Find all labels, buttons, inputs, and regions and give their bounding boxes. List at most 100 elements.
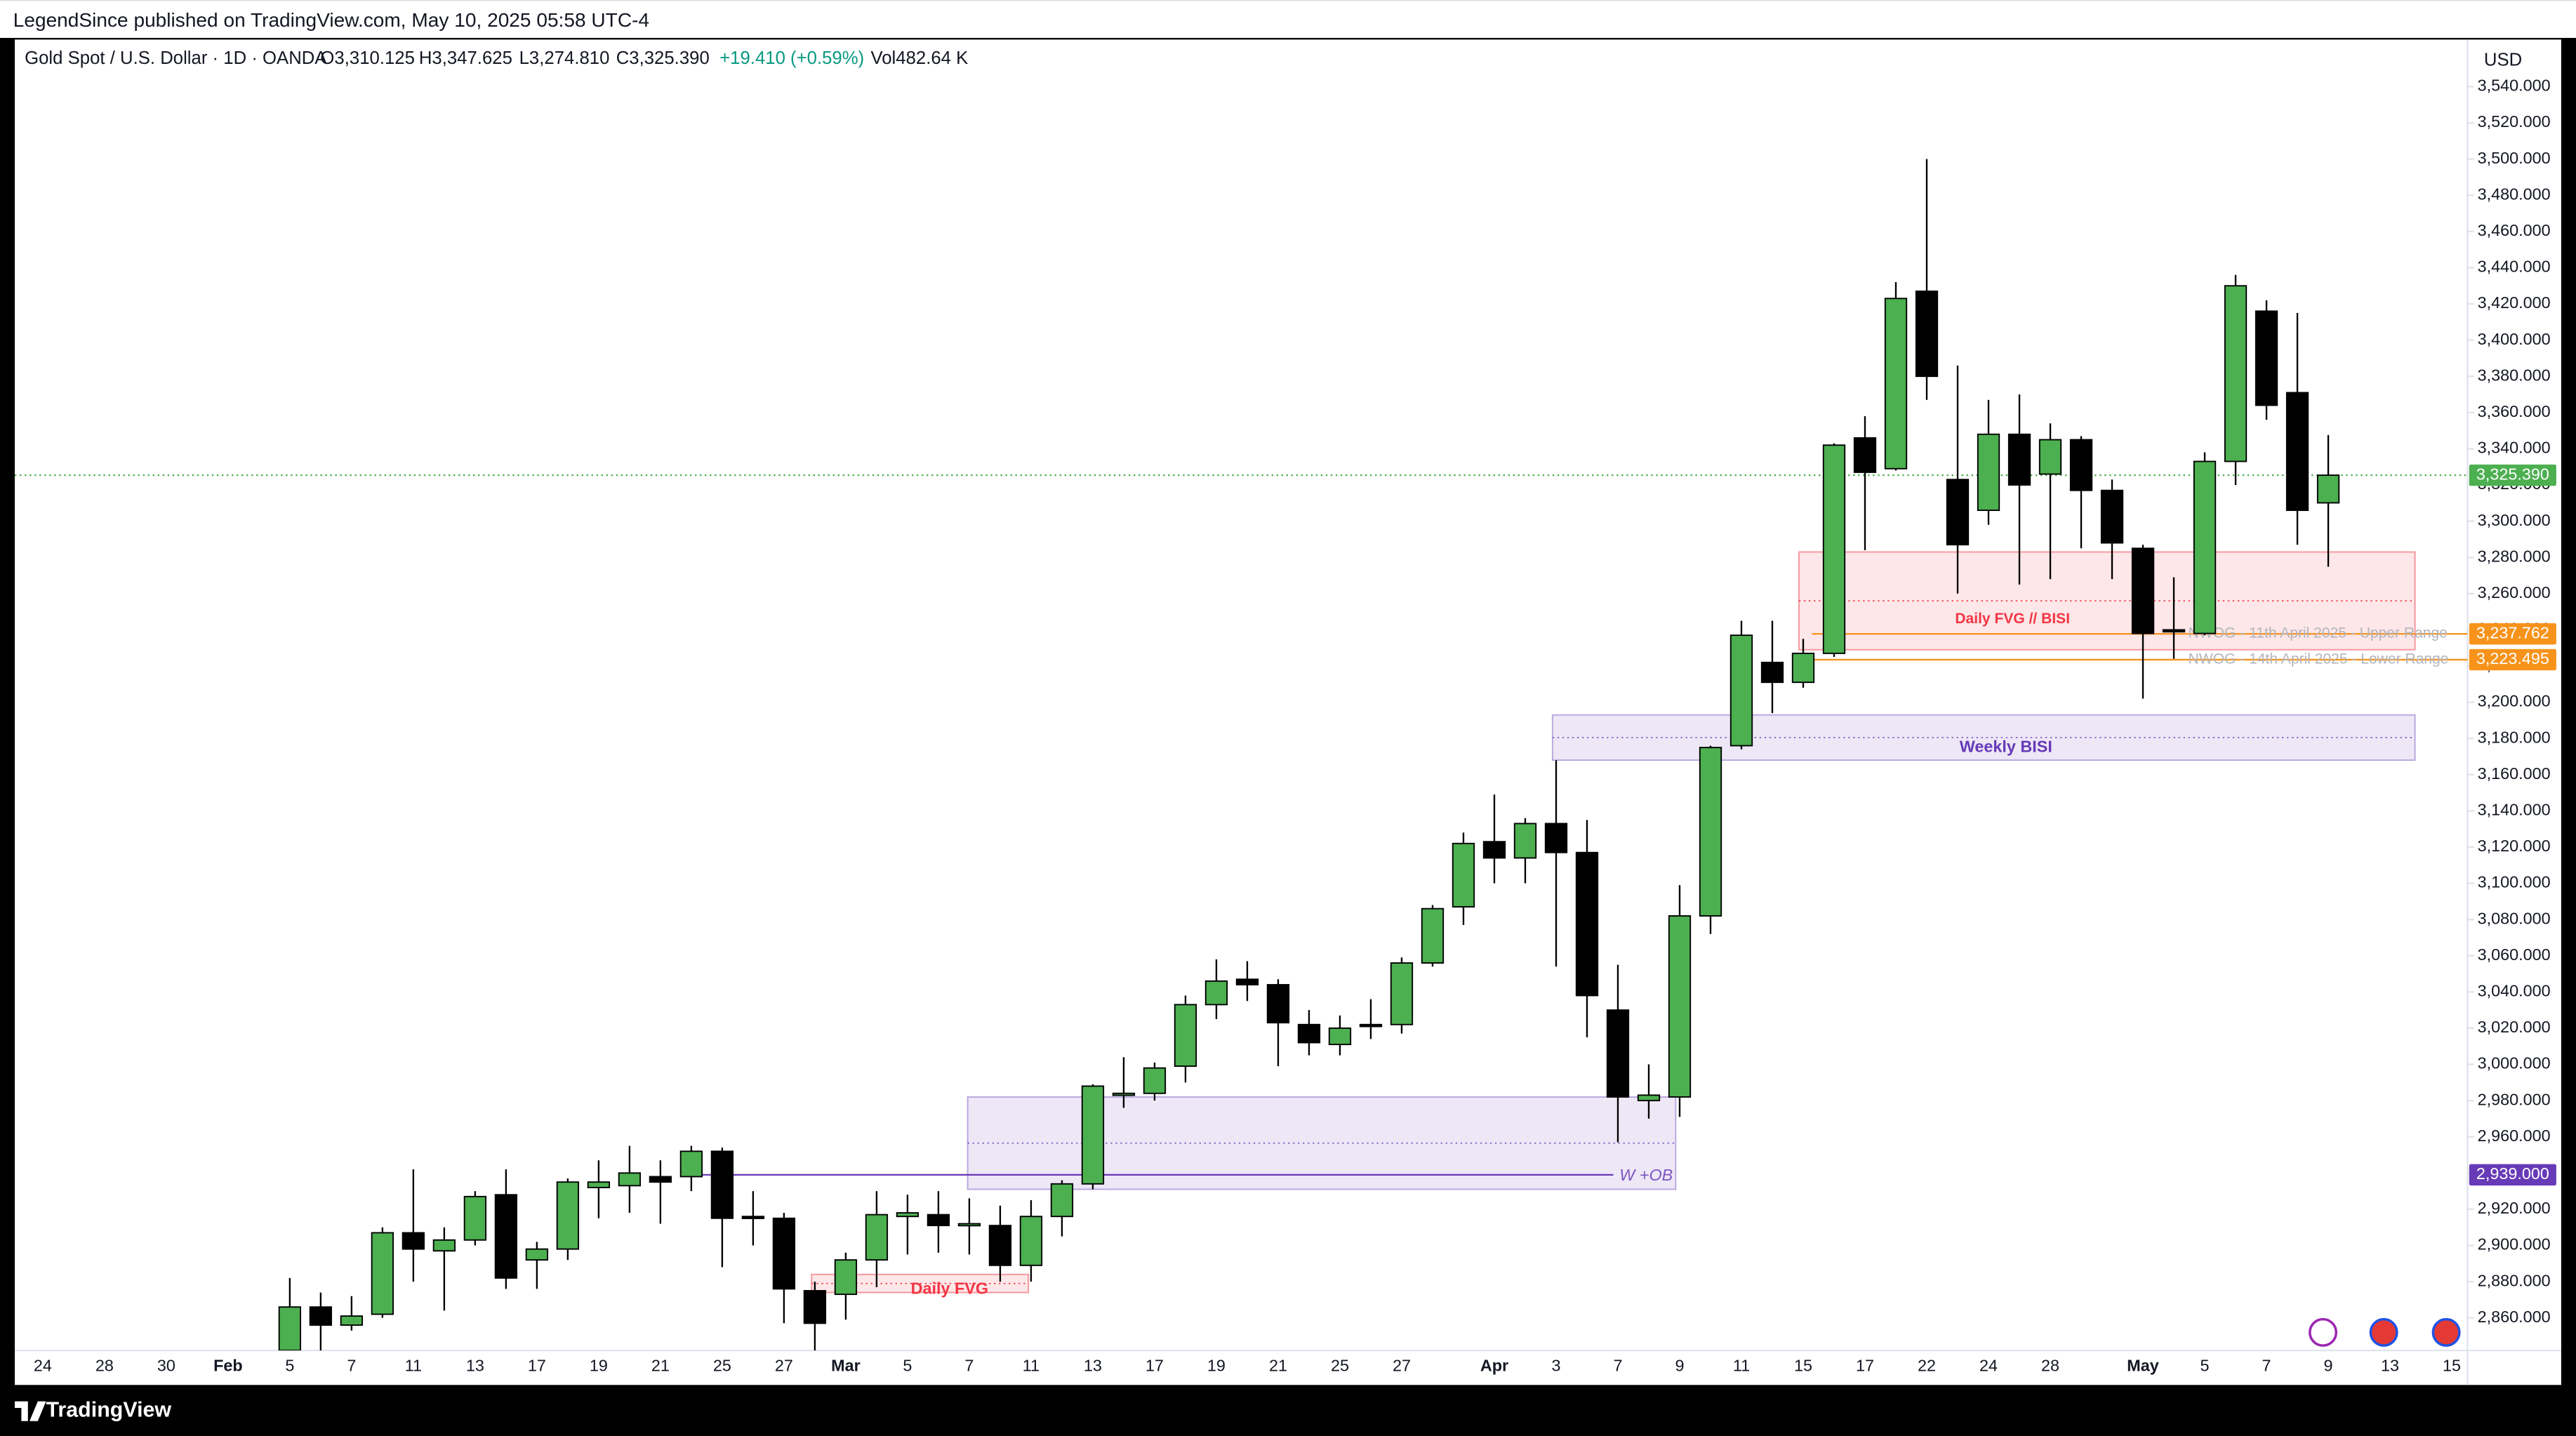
x-tick-label: 7 (347, 1357, 356, 1375)
brand-logo (15, 1401, 46, 1421)
x-tick-label: May (2127, 1357, 2159, 1375)
x-tick-label: 15 (2443, 1357, 2461, 1375)
y-tick-label: 3,520.000 (2478, 112, 2551, 131)
x-tick-label: 24 (1979, 1357, 1998, 1375)
toolbar-icons (2309, 1317, 2461, 1347)
candle-body (1791, 652, 1815, 684)
publisher: LegendSince published on TradingView.com… (13, 9, 649, 31)
y-tick-label: 3,140.000 (2478, 801, 2551, 819)
zone-label: Daily FVG (911, 1279, 988, 1298)
candle-body (2007, 433, 2031, 486)
x-tick-label: 28 (95, 1357, 114, 1375)
candle-body (1606, 1009, 1630, 1098)
candle-body (587, 1181, 611, 1188)
candle-body (1143, 1067, 1167, 1094)
x-tick-label: 17 (1146, 1357, 1164, 1375)
x-tick-label: 24 (34, 1357, 52, 1375)
candle-body (309, 1306, 333, 1326)
y-tick-label: 3,300.000 (2478, 511, 2551, 529)
x-tick-label: 13 (466, 1357, 484, 1375)
candle-body (1544, 823, 1568, 853)
candle-body (463, 1195, 487, 1241)
currency: USD (2484, 51, 2522, 70)
x-tick-label: 9 (2324, 1357, 2333, 1375)
candle-body (2131, 547, 2155, 634)
candle-body (2224, 285, 2248, 463)
legend-value: +19.410 (+0.59%) (719, 48, 864, 68)
candle-body (1266, 984, 1290, 1024)
x-tick-label: 11 (1733, 1357, 1750, 1375)
x-tick-label: 5 (285, 1357, 294, 1375)
candle-body (2193, 460, 2217, 634)
x-tick-label: Feb (213, 1357, 243, 1375)
chart-area (15, 39, 2561, 1385)
x-tick-label: 19 (1207, 1357, 1226, 1375)
x-tick-label: 5 (903, 1357, 912, 1375)
candle-body (1328, 1027, 1352, 1046)
y-tick-label: 3,340.000 (2478, 439, 2551, 457)
candle-body (1729, 634, 1753, 747)
symbol: Gold Spot / U.S. Dollar · 1D · OANDA (25, 48, 327, 68)
y-tick-label: 3,160.000 (2478, 764, 2551, 783)
y-tick-label: 3,380.000 (2478, 366, 2551, 384)
price-label-box (2469, 1164, 2556, 1186)
icon[interactable] (2369, 1317, 2398, 1347)
candle-body (494, 1194, 518, 1279)
candle-body (865, 1214, 889, 1261)
y-tick-label: 3,020.000 (2478, 1018, 2551, 1036)
x-tick-label: 5 (2200, 1357, 2210, 1375)
zone-label: Weekly BISI (1960, 737, 2052, 755)
candle-body (401, 1232, 425, 1250)
icon[interactable] (2431, 1317, 2461, 1347)
candle-body (432, 1239, 456, 1252)
candle-body (1297, 1023, 1321, 1044)
price-line-name: NWOG - 14th April 2025 - Lower Range (2189, 651, 2449, 667)
candle-body (988, 1225, 1012, 1266)
price-label-box (2469, 649, 2556, 671)
candle-body (1235, 978, 1259, 985)
y-tick-label: 3,500.000 (2478, 149, 2551, 167)
x-tick-label: Mar (831, 1357, 861, 1375)
x-tick-label: 25 (713, 1357, 731, 1375)
y-tick-label: 3,260.000 (2478, 583, 2551, 601)
top-bar (0, 0, 2576, 39)
x-tick-label: 28 (2041, 1357, 2059, 1375)
y-tick-label: 3,180.000 (2478, 728, 2551, 746)
brand: TradingView (46, 1398, 172, 1422)
candle-body (896, 1212, 919, 1218)
x-tick-label: 9 (1675, 1357, 1684, 1375)
x-tick-label: 7 (2262, 1357, 2271, 1375)
y-tick-label: 2,980.000 (2478, 1090, 2551, 1108)
y-tick-label: 2,900.000 (2478, 1235, 2551, 1254)
candle-body (2285, 392, 2309, 512)
candle-body (1452, 842, 1475, 908)
candle-body (1081, 1085, 1105, 1185)
y-tick-label: 2,960.000 (2478, 1126, 2551, 1145)
price-label: 3,325.390 (2476, 465, 2549, 483)
x-tick-label: 11 (405, 1357, 422, 1375)
x-tick-label: 13 (2381, 1357, 2399, 1375)
candle-body (1884, 298, 1908, 470)
candle-body (927, 1214, 950, 1227)
y-tick-label: 3,460.000 (2478, 221, 2551, 239)
x-tick-label: 13 (1084, 1357, 1102, 1375)
x-tick-label: 17 (1856, 1357, 1874, 1375)
candle-body (957, 1223, 981, 1227)
price-lines: 3,325.390 3,237.762 3,223.495 2,939.000 (2469, 464, 2556, 1186)
price-label-box (2469, 464, 2556, 486)
x-tick-label: 30 (157, 1357, 175, 1375)
plot: NWOG - 11th April 2025 - Upper Range NWOG… (15, 159, 2468, 1351)
legend-value: L3,274.810 (519, 48, 610, 68)
y-tick-label: 3,120.000 (2478, 837, 2551, 855)
y-tick-label: 3,200.000 (2478, 692, 2551, 710)
logo-mark (15, 1401, 46, 1421)
candle-body (2100, 489, 2124, 544)
candle-body (803, 1290, 827, 1324)
x-tick-label: 17 (528, 1357, 546, 1375)
price-line-name: NWOG - 11th April 2025 - Upper Range (2189, 625, 2448, 641)
icon[interactable] (2309, 1317, 2338, 1347)
candle-body (1204, 980, 1228, 1006)
x-tick-label: 11 (1023, 1357, 1040, 1375)
candle-body (1390, 962, 1414, 1025)
